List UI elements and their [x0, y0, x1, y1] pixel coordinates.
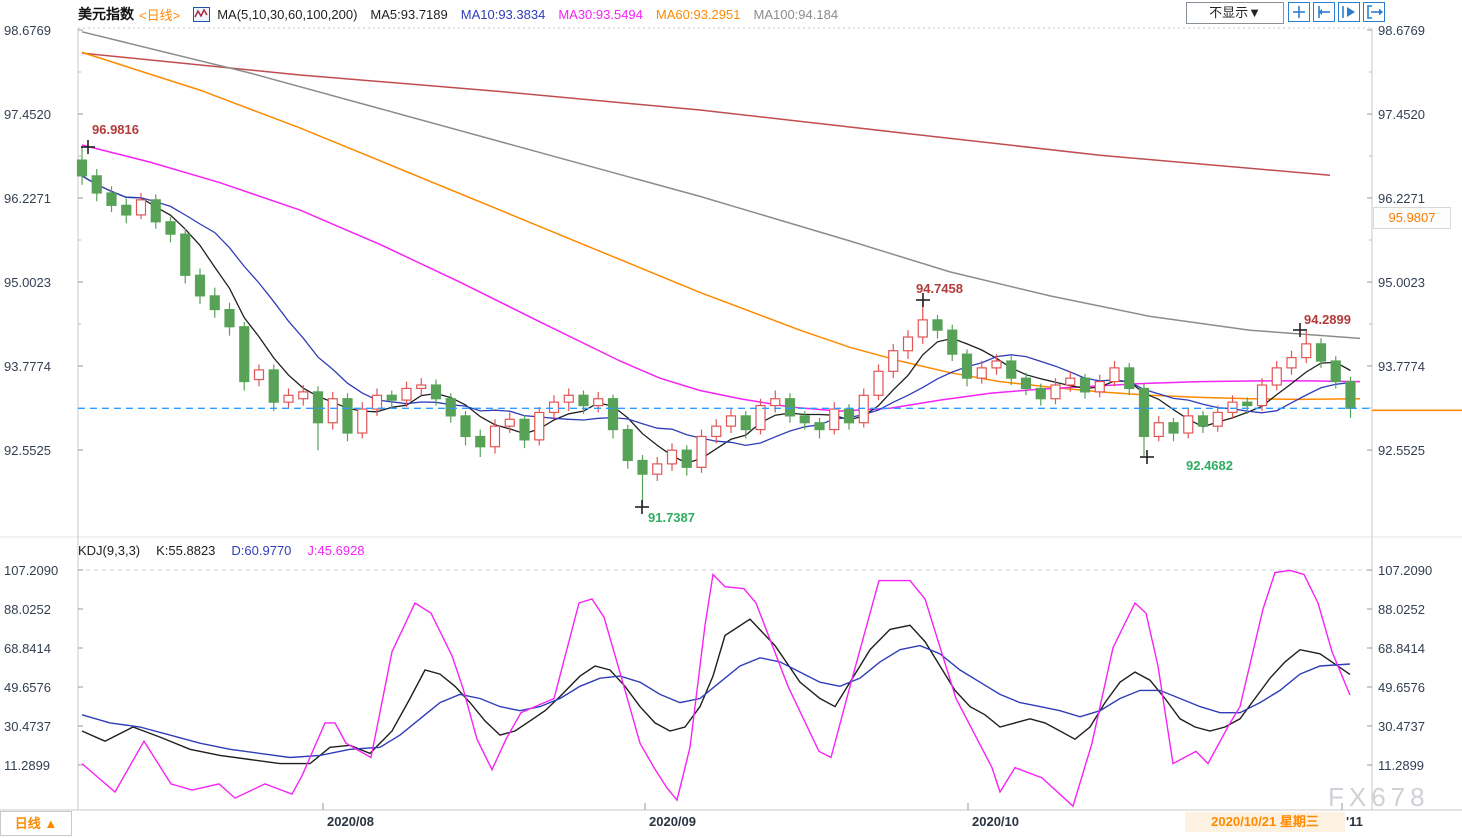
kdj-label: KDJ(9,3,3): [78, 543, 141, 558]
kdj-k-value: K:55.8823: [156, 543, 216, 558]
main-axis-label-right: 96.2271: [1378, 191, 1425, 206]
kdj-axis-label-left: 49.6576: [4, 680, 51, 695]
kdj-axis-label-left: 107.2090: [4, 563, 59, 578]
zoom-in-icon[interactable]: [1338, 2, 1360, 22]
chart-type-icon[interactable]: [193, 6, 211, 22]
zoom-out-icon[interactable]: [1313, 2, 1335, 22]
main-axis-label-left: 97.4520: [4, 107, 51, 122]
ma100-value: MA100:94.184: [753, 6, 839, 22]
crosshair-icon[interactable]: [1288, 2, 1310, 22]
timeline-tick-label: '11: [1346, 814, 1363, 829]
main-axis-label-left: 98.6769: [4, 23, 51, 38]
price-annotation-high: 94.7458: [916, 281, 963, 296]
pan-right-icon[interactable]: [1363, 2, 1385, 22]
kdj-line-j: [81, 569, 1351, 808]
current-date-label: 2020/10/21 星期三: [1185, 812, 1345, 832]
ma-line-ma200: [81, 52, 1331, 176]
ma-line-ma10: [81, 175, 1351, 447]
kdj-line-k: [81, 618, 1351, 765]
price-alert-badge: 95.9807: [1373, 207, 1451, 229]
ma-line-ma60: [81, 51, 1361, 401]
main-axis-label-left: 92.5525: [4, 443, 51, 458]
hide-indicator-button[interactable]: 不显示▼: [1186, 2, 1284, 24]
candlestick-series: [76, 146, 1356, 506]
kdj-d-value: D:60.9770: [231, 543, 292, 558]
kdj-axis-label-left: 11.2899: [4, 758, 51, 773]
period-tab[interactable]: 日线 ▲: [0, 811, 72, 836]
kdj-axis-label-left: 88.0252: [4, 602, 51, 617]
ma-group-label: MA(5,10,30,60,100,200): [217, 6, 358, 22]
kdj-axis-label-right: 49.6576: [1378, 680, 1425, 695]
price-annotation-low: 92.4682: [1186, 458, 1233, 473]
kdj-line-d: [81, 644, 1351, 759]
period-tag: <日线>: [139, 7, 181, 23]
price-annotation-high: 96.9816: [92, 122, 139, 137]
main-axis-label-right: 93.7774: [1378, 359, 1425, 374]
ma-line-ma100: [81, 31, 1361, 340]
kdj-axis-label-right: 107.2090: [1378, 563, 1433, 578]
chart-header: 美元指数 <日线> MA(5,10,30,60,100,200) MA5:93.…: [78, 4, 838, 24]
ma5-value: MA5:93.7189: [370, 6, 448, 22]
price-annotation-high: 94.2899: [1304, 312, 1351, 327]
timeline-tick-label: 2020/09: [649, 814, 696, 829]
main-axis-label-right: 92.5525: [1378, 443, 1425, 458]
ma30-value: MA30:93.5494: [558, 6, 643, 22]
kdj-axis-label-right: 11.2899: [1378, 758, 1425, 773]
kdj-axis-label-left: 30.4737: [4, 719, 51, 734]
price-annotation-low: 91.7387: [648, 510, 695, 525]
kdj-axis-label-right: 88.0252: [1378, 602, 1425, 617]
ma10-value: MA10:93.3834: [460, 6, 546, 22]
main-axis-label-right: 98.6769: [1378, 23, 1425, 38]
main-axis-label-right: 97.4520: [1378, 107, 1425, 122]
main-axis-label-left: 95.0023: [4, 275, 51, 290]
kdj-axis-label-right: 30.4737: [1378, 719, 1425, 734]
kdj-axis-label-right: 68.8414: [1378, 641, 1425, 656]
instrument-title: 美元指数: [78, 6, 134, 22]
watermark: FX678: [1328, 782, 1430, 812]
kdj-header: KDJ(9,3,3) K:55.8823 D:60.9770 J:45.6928: [78, 543, 365, 558]
kdj-j-value: J:45.6928: [307, 543, 365, 558]
timeline-tick-label: 2020/10: [972, 814, 1019, 829]
main-axis-label-left: 96.2271: [4, 191, 51, 206]
kdj-axis-label-left: 68.8414: [4, 641, 51, 656]
ma60-value: MA60:93.2951: [655, 6, 741, 22]
timeline-tick-label: 2020/08: [327, 814, 374, 829]
main-axis-label-left: 93.7774: [4, 359, 51, 374]
main-axis-label-right: 95.0023: [1378, 275, 1425, 290]
